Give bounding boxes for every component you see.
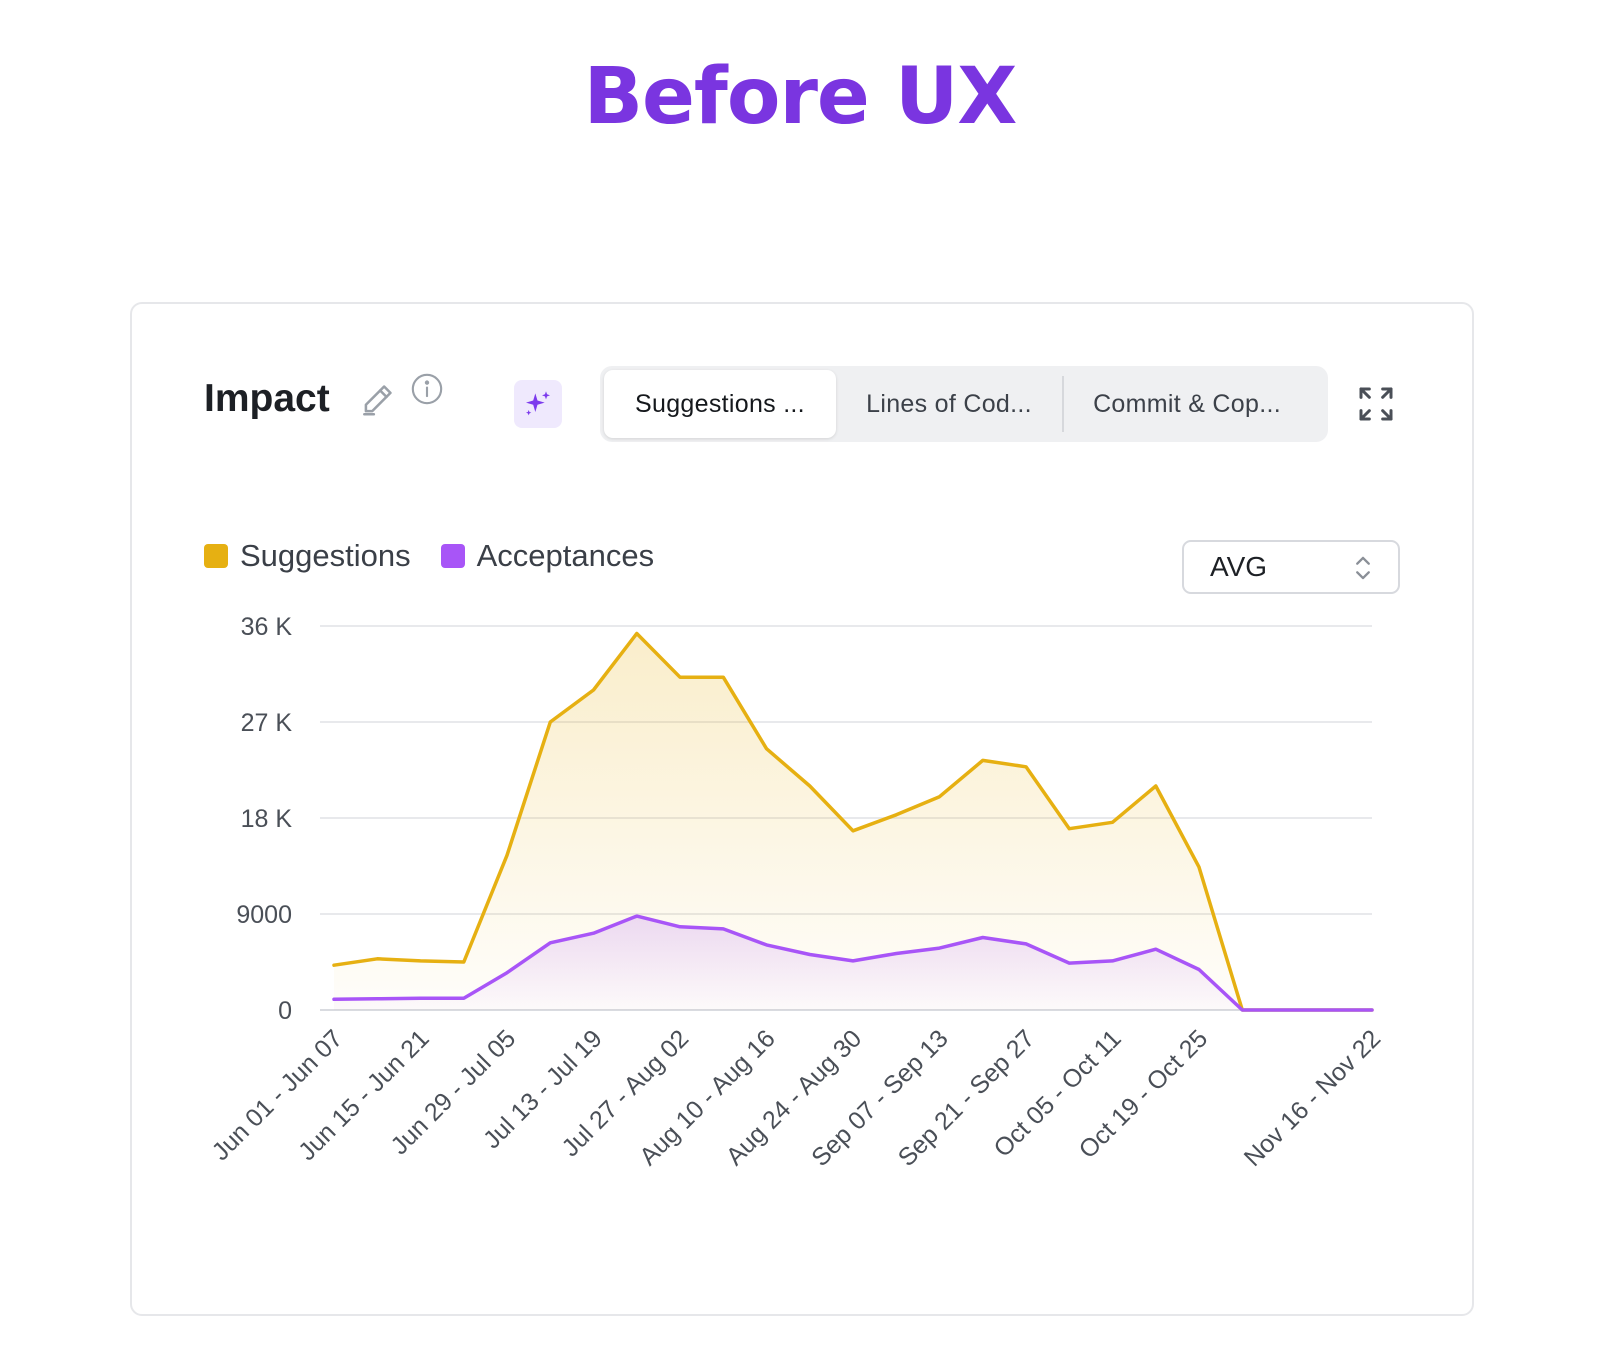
series-acceptances-point[interactable] bbox=[1066, 960, 1072, 966]
y-tick-label: 9000 bbox=[236, 901, 292, 929]
aggregation-select[interactable]: AVG bbox=[1182, 540, 1400, 594]
chart-legend: Suggestions Acceptances bbox=[204, 538, 684, 574]
ai-insights-button[interactable] bbox=[514, 380, 562, 428]
series-suggestions-point[interactable] bbox=[1153, 783, 1159, 789]
series-acceptances-line[interactable] bbox=[332, 914, 1374, 1012]
series-suggestions-point[interactable] bbox=[634, 630, 640, 636]
series-suggestions-point[interactable] bbox=[504, 852, 510, 858]
legend-swatch-suggestions bbox=[204, 544, 228, 568]
legend-label-suggestions: Suggestions bbox=[240, 538, 411, 573]
pencil-icon[interactable] bbox=[358, 381, 396, 419]
aggregation-value: AVG bbox=[1210, 551, 1268, 582]
series-acceptances-point[interactable] bbox=[374, 996, 380, 1002]
series-suggestions-line[interactable] bbox=[332, 631, 1374, 1012]
series-acceptances-point[interactable] bbox=[937, 945, 943, 951]
tab-divider bbox=[1062, 376, 1064, 432]
series-suggestions-point[interactable] bbox=[850, 828, 856, 834]
page-title: Before UX bbox=[583, 52, 1018, 142]
series-acceptances-point[interactable] bbox=[1326, 1007, 1332, 1013]
x-tick-label: Nov 16 - Nov 22 bbox=[1239, 1024, 1387, 1172]
series-acceptances-point[interactable] bbox=[1283, 1007, 1289, 1013]
series-suggestions-point[interactable] bbox=[937, 794, 943, 800]
y-tick-label: 36 K bbox=[241, 613, 293, 641]
series-suggestions-point[interactable] bbox=[764, 746, 770, 752]
series-acceptances-point[interactable] bbox=[677, 924, 683, 930]
series-acceptances-point[interactable] bbox=[980, 934, 986, 940]
series-acceptances-area bbox=[334, 916, 1372, 1010]
series-acceptances-point[interactable] bbox=[591, 930, 597, 936]
legend-label-acceptances: Acceptances bbox=[476, 538, 655, 573]
series-suggestions-point[interactable] bbox=[591, 687, 597, 693]
series-suggestions-point[interactable] bbox=[1023, 764, 1029, 770]
tab-lines-of-code[interactable]: Lines of Cod... bbox=[866, 389, 1032, 418]
series-suggestions-point[interactable] bbox=[1110, 819, 1116, 825]
expand-icon[interactable] bbox=[1356, 384, 1396, 424]
series-acceptances-point[interactable] bbox=[1239, 1007, 1245, 1013]
series-acceptances-point[interactable] bbox=[634, 913, 640, 919]
series-acceptances-point[interactable] bbox=[547, 940, 553, 946]
series-suggestions-point[interactable] bbox=[1196, 864, 1202, 870]
series-acceptances-point[interactable] bbox=[807, 952, 813, 958]
series-acceptances-point[interactable] bbox=[1023, 941, 1029, 947]
series-acceptances-point[interactable] bbox=[764, 942, 770, 948]
y-tick-label: 0 bbox=[278, 997, 292, 1025]
series-acceptances-point[interactable] bbox=[720, 926, 726, 932]
series-suggestions-point[interactable] bbox=[374, 956, 380, 962]
legend-swatch-acceptances bbox=[440, 544, 465, 568]
info-icon[interactable] bbox=[410, 372, 444, 406]
series-suggestions-point[interactable] bbox=[461, 959, 467, 965]
series-acceptances-point[interactable] bbox=[331, 996, 337, 1002]
legend-item-acceptances[interactable]: Acceptances bbox=[440, 538, 655, 574]
series-suggestions-point[interactable] bbox=[331, 962, 337, 968]
series-acceptances-point[interactable] bbox=[504, 970, 510, 976]
y-tick-label: 27 K bbox=[241, 709, 293, 737]
tab-suggestions[interactable]: Suggestions ... bbox=[604, 370, 836, 438]
chevron-up-down-icon bbox=[1356, 556, 1370, 580]
series-acceptances-point[interactable] bbox=[893, 950, 899, 956]
series-acceptances-point[interactable] bbox=[418, 995, 424, 1001]
series-acceptances-point[interactable] bbox=[1153, 946, 1159, 952]
legend-item-suggestions[interactable]: Suggestions bbox=[204, 538, 411, 574]
metric-tabs: Suggestions ... Lines of Cod... Commit &… bbox=[600, 366, 1328, 442]
impact-widget: Impact Suggestions ... Lines of Cod... C… bbox=[130, 302, 1474, 1316]
sparkles-icon bbox=[526, 391, 550, 416]
series-suggestions-point[interactable] bbox=[418, 958, 424, 964]
series-suggestions-point[interactable] bbox=[547, 719, 553, 725]
series-acceptances-point[interactable] bbox=[850, 958, 856, 964]
series-acceptances-point[interactable] bbox=[1110, 958, 1116, 964]
series-acceptances-point[interactable] bbox=[461, 995, 467, 1001]
series-suggestions-point[interactable] bbox=[720, 674, 726, 680]
series-suggestions-point[interactable] bbox=[1066, 826, 1072, 832]
series-acceptances-point[interactable] bbox=[1369, 1007, 1375, 1013]
tab-commit-copy[interactable]: Commit & Cop... bbox=[1093, 389, 1281, 418]
series-suggestions-point[interactable] bbox=[677, 674, 683, 680]
series-suggestions-point[interactable] bbox=[807, 783, 813, 789]
series-suggestions-point[interactable] bbox=[980, 757, 986, 763]
series-acceptances-point[interactable] bbox=[1196, 966, 1202, 972]
widget-title: Impact bbox=[204, 377, 330, 420]
y-tick-label: 18 K bbox=[241, 805, 293, 833]
series-suggestions-area bbox=[334, 633, 1372, 1010]
series-suggestions-point[interactable] bbox=[893, 812, 899, 818]
